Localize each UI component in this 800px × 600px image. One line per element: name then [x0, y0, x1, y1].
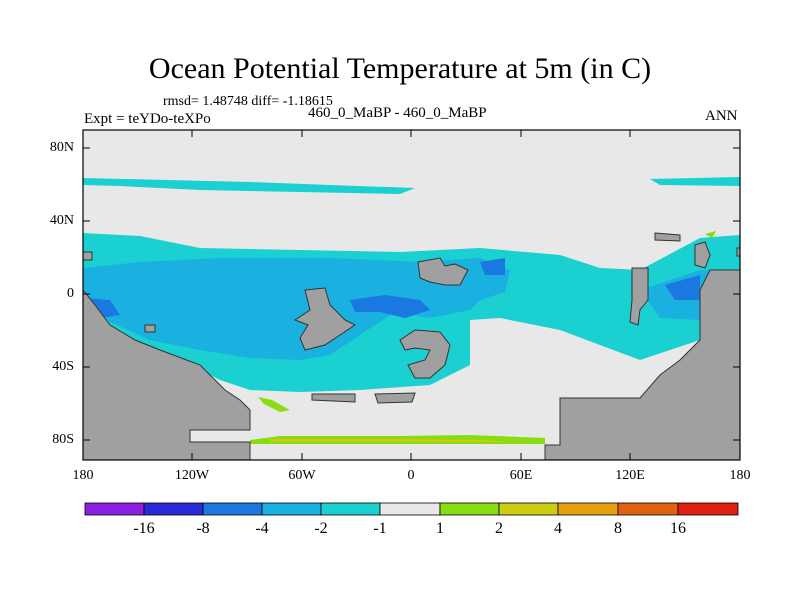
light-blue-anomaly — [83, 258, 510, 360]
small-islet — [144, 324, 156, 333]
colorbar-label: -2 — [314, 520, 328, 537]
eastern-peninsula — [629, 267, 649, 326]
colorbar-swatch-9 — [557, 502, 619, 516]
eastern-island-1 — [694, 241, 711, 269]
y-tick-label: 40S — [52, 359, 74, 374]
western-islet — [82, 251, 93, 261]
northern-cyan-band-east — [650, 177, 740, 186]
colorbar-label: 2 — [495, 520, 503, 537]
colorbar-label: 4 — [554, 520, 562, 537]
experiment-label: Expt = teYDo-teXPo — [84, 111, 211, 127]
green-anomaly-small — [705, 231, 716, 238]
colorbar-label: 8 — [614, 520, 622, 537]
southern-island-2 — [374, 392, 416, 404]
colorbar-swatch-10 — [617, 502, 679, 516]
colorbar-swatch-11 — [677, 502, 739, 516]
colorbar-swatch-6 — [379, 502, 441, 516]
colorbar-swatch-1 — [84, 502, 145, 516]
x-tick-label: 60E — [509, 468, 533, 483]
colorbar-swatch-7 — [439, 502, 500, 516]
colorbar-swatch-2 — [143, 502, 204, 516]
x-tick-label: 120W — [174, 468, 210, 483]
y-tick-label: 40N — [49, 213, 74, 228]
colorbar-label: -1 — [373, 520, 387, 537]
colorbar-swatch-4 — [261, 502, 322, 516]
colorbar-swatch-5 — [320, 502, 381, 516]
season-label: ANN — [705, 108, 738, 124]
green-anomaly-patch — [258, 397, 290, 412]
central-island-south — [399, 329, 451, 379]
colorbar-swatch-8 — [498, 502, 559, 516]
western-continent — [82, 288, 251, 461]
colorbar — [84, 502, 739, 516]
x-tick-label: 120E — [615, 468, 645, 483]
colorbar-label: -4 — [255, 520, 269, 537]
x-tick-label: 180 — [72, 468, 94, 483]
stats-line: rmsd= 1.48748 diff= -1.18615 — [163, 94, 333, 109]
plot-title: Ocean Potential Temperature at 5m (in C) — [148, 52, 652, 85]
y-tick-label: 80S — [52, 432, 74, 447]
colorbar-label: -8 — [196, 520, 210, 537]
y-tick-label: 80N — [49, 140, 74, 155]
y-tick-label: 0 — [67, 286, 74, 301]
x-tick-label: 0 — [407, 468, 415, 483]
central-island-west — [293, 287, 356, 351]
central-island-north — [417, 257, 469, 286]
southern-island-1 — [311, 393, 356, 403]
blue-anomaly-patch-3 — [480, 258, 505, 275]
blue-anomaly-patch-2 — [350, 295, 430, 318]
map-field — [82, 130, 741, 461]
northern-cyan-band — [83, 178, 415, 194]
southern-yellow-band — [270, 439, 520, 442]
colorbar-swatch-3 — [202, 502, 263, 516]
x-tick-label: 180 — [729, 468, 751, 483]
eastern-island-2 — [654, 232, 681, 242]
x-tick-label: 60W — [288, 468, 316, 483]
colorbar-label: 16 — [670, 520, 686, 537]
blue-anomaly-patch-4 — [665, 275, 700, 300]
colorbar-label: 1 — [436, 520, 444, 537]
axis-ticks — [83, 130, 740, 460]
colorbar-label: -16 — [133, 520, 155, 537]
case-label: 460_0_MaBP - 460_0_MaBP — [308, 105, 487, 121]
